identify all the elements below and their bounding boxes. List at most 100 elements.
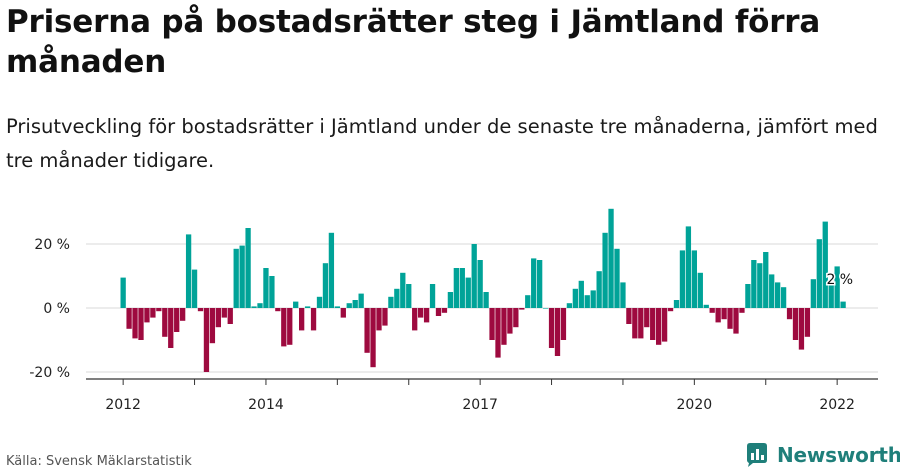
- bar: [382, 308, 388, 326]
- bar: [334, 306, 340, 308]
- bar: [780, 287, 787, 308]
- bar: [560, 308, 567, 340]
- bar: [673, 300, 680, 308]
- bar: [340, 308, 346, 318]
- bar: [727, 308, 733, 329]
- bar: [150, 308, 156, 318]
- x-tick-label: 2022: [819, 397, 855, 413]
- bar: [554, 308, 561, 356]
- bar: [656, 308, 662, 345]
- brand-logo[interactable]: Newsworthy: [744, 440, 900, 470]
- bar: [507, 308, 513, 334]
- y-tick-label: 20 %: [34, 237, 70, 253]
- bar: [709, 308, 715, 313]
- bar: [429, 284, 436, 308]
- bar: [596, 271, 602, 308]
- bar: [263, 268, 269, 308]
- bar: [352, 300, 358, 308]
- bar: [572, 288, 578, 308]
- bar: [358, 293, 364, 308]
- bar: [792, 308, 799, 340]
- bar: [661, 308, 668, 342]
- bar: [697, 272, 703, 308]
- bar: [138, 308, 144, 340]
- bar: [203, 308, 210, 372]
- bar: [233, 248, 239, 308]
- bar: [608, 208, 614, 308]
- bar: [620, 282, 626, 308]
- bar: [227, 308, 233, 324]
- bar: [763, 252, 769, 308]
- bar: [477, 260, 483, 308]
- bar: [376, 308, 382, 331]
- bar: [197, 308, 204, 312]
- bars: [120, 208, 846, 372]
- bar: [304, 306, 311, 308]
- bar: [614, 248, 620, 308]
- bar: [406, 284, 412, 308]
- bar: [168, 308, 174, 348]
- bar: [423, 308, 430, 323]
- bar: [388, 296, 394, 308]
- y-tick-label: 0 %: [43, 301, 70, 317]
- brand-name: Newsworthy: [777, 443, 900, 467]
- last-value-label: 2 %: [826, 272, 853, 288]
- bar: [578, 280, 584, 308]
- bar: [834, 266, 840, 308]
- x-tick-label: 2012: [105, 397, 141, 413]
- bar: [465, 277, 471, 308]
- x-tick-label: 2017: [462, 397, 498, 413]
- bar: [739, 308, 745, 313]
- bar: [346, 303, 352, 308]
- bar: [453, 268, 459, 308]
- bar: [180, 308, 186, 321]
- bar: [513, 308, 519, 328]
- bar: [483, 292, 489, 308]
- bar: [281, 308, 287, 347]
- bar: [548, 308, 555, 348]
- bar: [126, 308, 132, 329]
- bar: [531, 258, 537, 308]
- bar: [685, 226, 692, 308]
- bar: [257, 303, 263, 308]
- bar: [715, 308, 721, 323]
- bar: [804, 308, 811, 337]
- bar: [769, 274, 775, 308]
- bar: [370, 308, 376, 368]
- bar: [412, 308, 418, 331]
- bar: [132, 308, 138, 339]
- bar: [650, 308, 656, 340]
- bar: [816, 239, 822, 308]
- bar: [602, 232, 608, 308]
- x-tick-label: 2020: [677, 397, 713, 413]
- bar: [840, 301, 846, 308]
- bar-chart: 2012 2014 2017 2020 2022 20 % 0 % -20 % 2 %: [29, 208, 878, 413]
- bar: [328, 232, 335, 308]
- page-title: Priserna på bostadsrätter steg i Jämtlan…: [6, 4, 821, 80]
- x-axis: 2012 2014 2017 2020 2022: [86, 378, 878, 413]
- bar: [459, 268, 465, 308]
- bar: [584, 295, 590, 308]
- bar: [590, 290, 596, 308]
- bar: [239, 245, 245, 308]
- bar: [638, 308, 644, 339]
- bar: [566, 303, 573, 308]
- bar: [394, 288, 400, 308]
- bar: [632, 308, 638, 339]
- bar: [542, 308, 549, 309]
- bar: [828, 282, 834, 308]
- bar: [519, 308, 525, 310]
- bar: [679, 250, 686, 308]
- bar: [174, 308, 180, 332]
- annotation: 2 %: [825, 271, 855, 290]
- bar: [525, 295, 531, 308]
- bar: [400, 272, 406, 308]
- bar: [810, 279, 816, 308]
- bar: [691, 250, 697, 308]
- bar: [269, 276, 275, 308]
- bar: [441, 308, 448, 313]
- bar: [495, 308, 501, 358]
- bar: [364, 308, 370, 353]
- bar: [322, 263, 329, 308]
- bar: [185, 234, 192, 308]
